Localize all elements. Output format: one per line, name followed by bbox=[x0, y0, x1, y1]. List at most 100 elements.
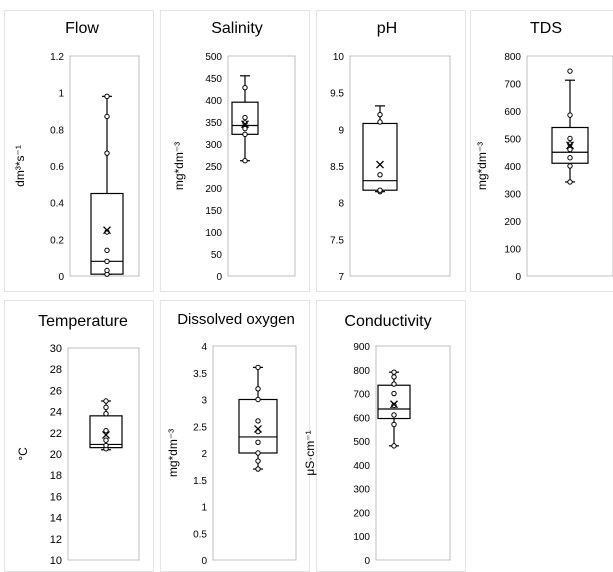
data-point bbox=[567, 146, 573, 153]
y-tick-label: 9.5 bbox=[330, 89, 344, 100]
y-tick-label: 12 bbox=[50, 534, 62, 546]
chart-title-conductivity: Conductivity bbox=[344, 313, 432, 330]
y-tick-label: 0 bbox=[58, 272, 64, 283]
panel-tds bbox=[470, 10, 613, 292]
y-tick-label: 300 bbox=[504, 190, 521, 201]
y-tick-label: 500 bbox=[205, 52, 222, 63]
y-tick-label: 7 bbox=[338, 272, 344, 283]
y-tick-label: 700 bbox=[504, 80, 521, 91]
y-tick-label: 100 bbox=[504, 245, 521, 256]
y-tick-label: 50 bbox=[211, 250, 223, 261]
data-point bbox=[567, 155, 573, 161]
y-tick-label: 0.5 bbox=[193, 529, 207, 540]
y-tick-label: 20 bbox=[50, 449, 62, 461]
y-tick-label: 28 bbox=[50, 364, 62, 376]
y-tick-label: 0.4 bbox=[50, 199, 64, 210]
y-tick-label: 24 bbox=[50, 407, 62, 419]
data-point bbox=[104, 150, 110, 156]
y-tick-label: 30 bbox=[50, 343, 62, 355]
y-tick-label: 500 bbox=[504, 135, 521, 146]
panel-salinity bbox=[160, 10, 310, 292]
y-tick-label: 1.5 bbox=[193, 476, 207, 487]
panel-dissolved-oxygen bbox=[160, 300, 310, 572]
y-tick-label: 2 bbox=[201, 449, 207, 460]
y-tick-label: 0.6 bbox=[50, 162, 64, 173]
data-point bbox=[103, 427, 109, 434]
y-tick-label: 400 bbox=[353, 461, 370, 472]
y-tick-label: 3.5 bbox=[193, 369, 207, 380]
data-point bbox=[391, 374, 397, 380]
data-point bbox=[104, 267, 110, 274]
plot-frame-conductivity bbox=[375, 345, 451, 561]
y-tick-label: 10 bbox=[333, 52, 345, 63]
y-tick-label: 300 bbox=[353, 485, 370, 496]
panel-flow bbox=[4, 10, 154, 292]
y-tick-label: 500 bbox=[353, 437, 370, 448]
iqr-box bbox=[362, 122, 398, 191]
data-point bbox=[391, 412, 397, 418]
data-point bbox=[391, 369, 397, 375]
plot-frame-ph bbox=[349, 55, 451, 277]
mean-marker bbox=[376, 160, 384, 169]
y-axis-label: mg*dm⁻³ bbox=[475, 142, 489, 190]
y-tick-label: 350 bbox=[205, 118, 222, 129]
y-tick-label: 900 bbox=[353, 342, 370, 353]
y-axis-label: mg*dm⁻³ bbox=[172, 142, 186, 190]
data-point bbox=[567, 112, 573, 118]
y-tick-label: 800 bbox=[504, 52, 521, 63]
data-point bbox=[255, 418, 261, 424]
data-point bbox=[104, 258, 110, 265]
mean-marker bbox=[254, 424, 262, 433]
chart-title-tds: TDS bbox=[530, 20, 562, 37]
data-point bbox=[255, 364, 261, 371]
data-point bbox=[103, 442, 109, 449]
y-tick-label: 26 bbox=[50, 385, 62, 397]
plot-frame-salinity bbox=[227, 55, 296, 277]
y-tick-label: 22 bbox=[50, 428, 62, 440]
data-point bbox=[104, 113, 110, 120]
mean-marker bbox=[390, 400, 398, 409]
data-point bbox=[104, 93, 110, 100]
y-axis-label: °C bbox=[16, 447, 30, 461]
y-tick-label: 0.2 bbox=[50, 235, 64, 246]
data-point bbox=[567, 179, 573, 185]
y-tick-label: 7.5 bbox=[330, 235, 344, 246]
y-tick-label: 450 bbox=[205, 74, 222, 85]
data-point bbox=[391, 443, 397, 449]
data-point bbox=[103, 404, 109, 411]
data-point bbox=[242, 158, 248, 164]
y-tick-label: 16 bbox=[50, 491, 62, 503]
y-tick-label: 1 bbox=[58, 89, 64, 100]
y-tick-label: 400 bbox=[205, 96, 222, 107]
plot-frame-flow bbox=[69, 55, 140, 277]
y-tick-label: 3 bbox=[201, 396, 207, 407]
y-tick-label: 1 bbox=[201, 503, 207, 514]
y-tick-label: 200 bbox=[353, 508, 370, 519]
y-tick-label: 250 bbox=[205, 162, 222, 173]
y-tick-label: 600 bbox=[353, 413, 370, 424]
data-point bbox=[255, 439, 261, 445]
data-point bbox=[567, 135, 573, 142]
y-tick-label: 300 bbox=[205, 140, 222, 151]
data-point bbox=[255, 396, 261, 403]
y-tick-label: 200 bbox=[504, 217, 521, 228]
data-point bbox=[377, 119, 383, 125]
panel-temperature bbox=[4, 300, 154, 572]
y-tick-label: 9 bbox=[338, 125, 344, 136]
y-tick-label: 0.8 bbox=[50, 125, 64, 136]
data-point bbox=[377, 187, 383, 193]
y-tick-label: 0 bbox=[201, 556, 207, 567]
data-point bbox=[391, 402, 397, 409]
y-tick-label: 700 bbox=[353, 390, 370, 401]
y-tick-label: 4 bbox=[201, 342, 207, 353]
data-point bbox=[391, 421, 397, 428]
y-tick-label: 8 bbox=[338, 199, 344, 210]
mean-marker bbox=[241, 120, 249, 129]
y-tick-label: 2.5 bbox=[193, 422, 207, 433]
data-point bbox=[567, 68, 573, 74]
data-point bbox=[242, 114, 248, 121]
y-tick-label: 600 bbox=[504, 107, 521, 118]
y-tick-label: 10 bbox=[50, 555, 62, 567]
chart-title-ph: pH bbox=[376, 20, 398, 37]
data-point bbox=[567, 163, 573, 169]
